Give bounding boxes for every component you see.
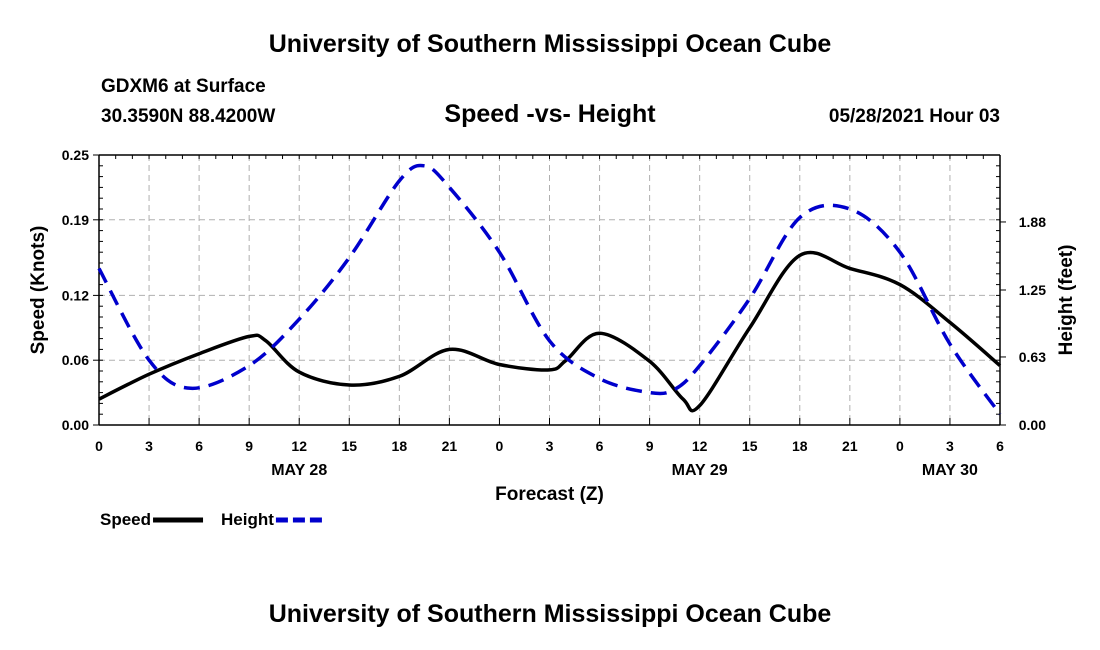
page-title: University of Southern Mississippi Ocean… — [268, 30, 832, 58]
page-footer-title: University of Southern Mississippi Ocean… — [268, 600, 832, 628]
legend-label-speed: Speed — [100, 510, 151, 529]
left-tick-label: 0.06 — [62, 352, 89, 368]
x-tick-label: 9 — [245, 438, 253, 454]
legend-label-height: Height — [221, 510, 274, 529]
right-tick-label: 1.25 — [1019, 282, 1046, 298]
x-tick-label: 15 — [341, 438, 357, 454]
coordinates-label: 30.3590N 88.4200W — [101, 106, 276, 127]
x-tick-label: 12 — [692, 438, 708, 454]
x-tick-label: 3 — [946, 438, 954, 454]
left-tick-label: 0.12 — [62, 287, 89, 303]
chart-title: Speed -vs- Height — [444, 100, 656, 128]
x-tick-label: 6 — [996, 438, 1004, 454]
x-tick-label: 18 — [392, 438, 408, 454]
x-date-label: MAY 28 — [271, 462, 327, 479]
left-tick-label: 0.00 — [62, 417, 89, 433]
right-tick-label: 0.63 — [1019, 349, 1046, 365]
right-tick-label: 0.00 — [1019, 417, 1046, 433]
x-tick-label: 3 — [145, 438, 153, 454]
x-tick-label: 18 — [792, 438, 808, 454]
x-tick-label: 12 — [291, 438, 307, 454]
x-tick-label: 0 — [896, 438, 904, 454]
x-tick-label: 0 — [496, 438, 504, 454]
series-line-speed — [98, 250, 1002, 413]
x-axis-title: Forecast (Z) — [495, 484, 604, 505]
left-tick-label: 0.19 — [62, 212, 89, 228]
x-date-label: MAY 30 — [922, 462, 978, 479]
left-tick-label: 0.25 — [62, 147, 89, 163]
x-tick-label: 6 — [195, 438, 203, 454]
x-tick-label: 21 — [442, 438, 458, 454]
series-line-height — [97, 163, 1002, 416]
x-tick-label: 21 — [842, 438, 858, 454]
forecast-datetime: 05/28/2021 Hour 03 — [828, 106, 1000, 127]
x-date-label: MAY 29 — [672, 462, 728, 479]
left-axis-title: Speed (Knots) — [28, 226, 49, 355]
x-tick-label: 0 — [95, 438, 103, 454]
right-axis-title: Height (feet) — [1056, 245, 1077, 356]
x-tick-label: 9 — [646, 438, 654, 454]
x-tick-label: 3 — [546, 438, 554, 454]
station-label: GDXM6 at Surface — [101, 76, 266, 97]
x-tick-label: 6 — [596, 438, 604, 454]
x-tick-label: 15 — [742, 438, 758, 454]
right-tick-label: 1.88 — [1019, 214, 1046, 230]
